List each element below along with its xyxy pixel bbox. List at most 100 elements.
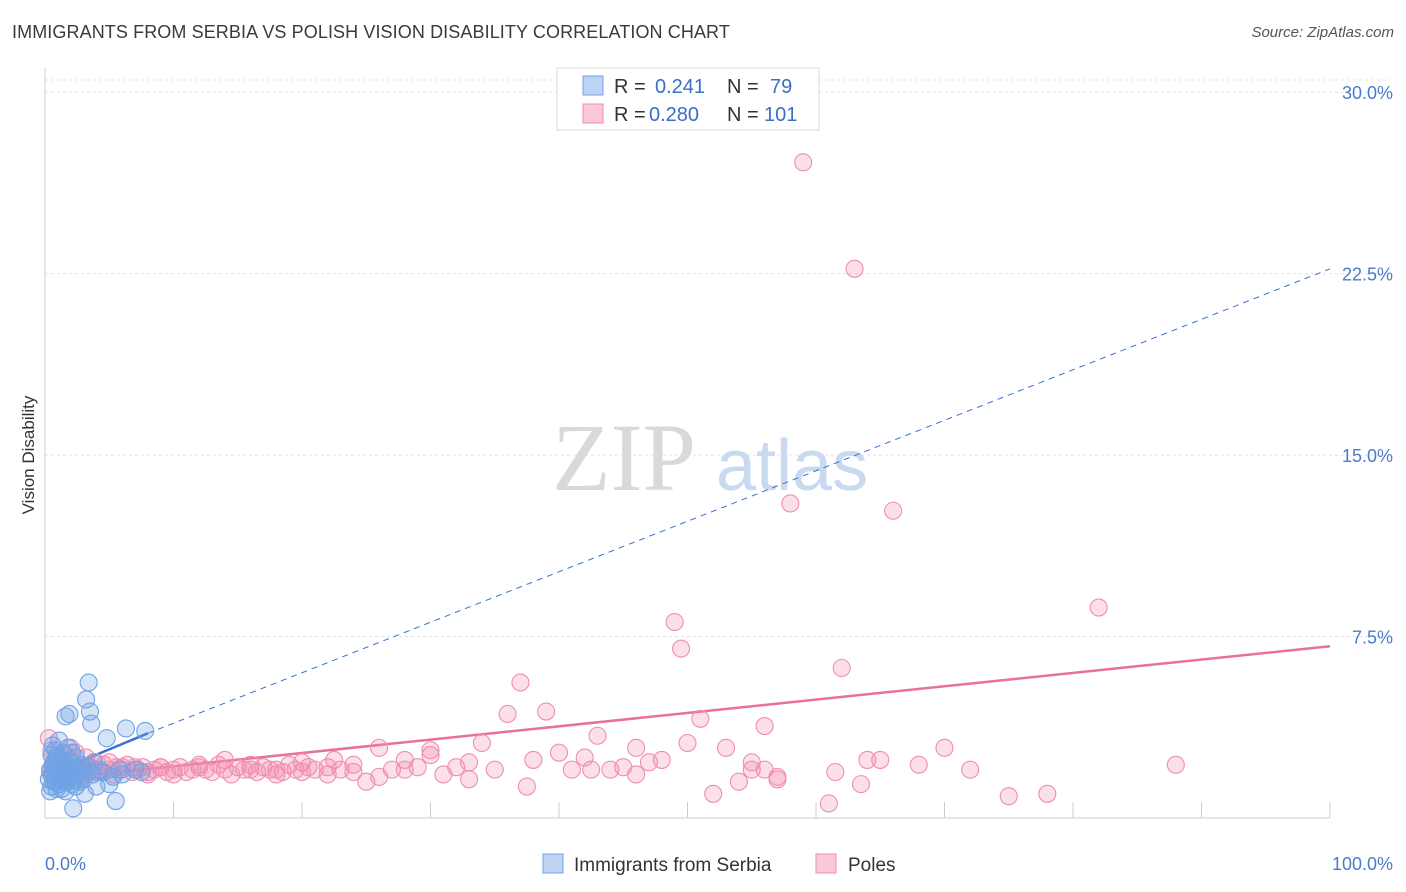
poles-point	[344, 762, 363, 782]
y-tick-label: 22.5%	[1342, 265, 1393, 285]
poles-point	[472, 733, 491, 753]
poles-trend-line	[48, 644, 1331, 781]
poles-point	[819, 794, 838, 813]
poles-point	[729, 772, 748, 791]
poles-point	[794, 153, 813, 172]
poles-r-label: R =	[614, 104, 646, 126]
serbia-point	[116, 719, 136, 738]
poles-point	[832, 658, 851, 678]
serbia-point	[46, 772, 65, 791]
serbia-point	[64, 799, 83, 818]
grid-lines	[45, 79, 1390, 638]
poles-point	[292, 753, 312, 772]
poles-point	[627, 765, 646, 784]
poles-point	[935, 738, 954, 757]
y-tick-label: 30.0%	[1342, 83, 1393, 103]
poles-point	[517, 777, 536, 796]
source-label: Source: ZipAtlas.com	[1251, 24, 1394, 41]
y-tick-label: 7.5%	[1352, 628, 1393, 648]
poles-point	[678, 733, 697, 753]
poles-n-label: N =	[727, 104, 759, 126]
poles-point	[421, 746, 440, 765]
poles-point	[241, 760, 260, 779]
poles-point	[672, 639, 691, 658]
poles-point	[344, 755, 363, 774]
axes	[44, 68, 1331, 819]
serbia-legend-swatch	[582, 75, 604, 96]
legend-serbia-label: Immigrants from Serbia	[574, 855, 772, 876]
poles-point	[370, 767, 389, 786]
poles-point	[267, 765, 286, 784]
serbia-point	[65, 770, 84, 789]
poles-point	[524, 750, 543, 769]
poles-point	[627, 738, 646, 757]
poles-point	[459, 770, 479, 789]
stats-legend: R = 0.241 N = 79 R = 0.280 N = 101	[556, 67, 820, 131]
poles-point	[318, 758, 337, 777]
poles-point	[858, 750, 877, 769]
poles-point	[768, 767, 787, 786]
y-tick-label: 15.0%	[1342, 446, 1393, 466]
serbia-point	[62, 743, 82, 762]
poles-point	[215, 750, 234, 769]
poles-point	[395, 760, 414, 779]
watermark-zip: ZIP	[552, 404, 696, 511]
poles-point	[652, 750, 671, 769]
serbia-point	[97, 729, 116, 748]
tick-labels: 7.5% 15.0% 22.5% 30.0% 0.0% 100.0%	[45, 83, 1393, 874]
poles-point	[325, 750, 344, 769]
poles-point	[845, 259, 864, 278]
poles-point	[781, 494, 800, 513]
legend-poles-label: Poles	[848, 855, 896, 876]
x-tick-label-min: 0.0%	[45, 854, 86, 874]
serbia-trend-extension	[147, 268, 1331, 734]
serbia-point	[66, 777, 85, 796]
poles-point	[755, 717, 774, 736]
poles-point	[511, 673, 530, 692]
serbia-point	[132, 762, 151, 782]
poles-point	[370, 738, 389, 757]
serbia-point	[75, 784, 94, 803]
poles-point	[871, 750, 890, 769]
poles-point	[961, 760, 980, 779]
poles-point	[498, 704, 517, 724]
x-tick-label-max: 100.0%	[1332, 854, 1393, 874]
serbia-point	[60, 704, 79, 724]
poles-point	[704, 784, 723, 803]
serbia-point	[82, 714, 101, 733]
serbia-point	[110, 760, 129, 779]
serbia-point	[79, 673, 98, 692]
poles-point	[421, 741, 440, 760]
serbia-r-label: R =	[614, 76, 646, 98]
y-axis-label: Vision Disability	[19, 395, 38, 514]
poles-points	[39, 153, 1185, 813]
serbia-point	[136, 721, 155, 740]
watermark-atlas: atlas	[716, 426, 868, 506]
legend-serbia-swatch	[542, 853, 564, 874]
serbia-point	[50, 731, 69, 750]
poles-point	[190, 755, 209, 774]
poles-point	[691, 709, 710, 728]
poles-point	[562, 760, 581, 779]
poles-point	[459, 753, 479, 772]
serbia-points	[39, 673, 155, 818]
legend-poles-swatch	[815, 853, 837, 874]
poles-n-value: 101	[764, 104, 797, 126]
watermark: ZIP atlas	[552, 404, 868, 511]
poles-legend-swatch	[582, 103, 604, 124]
poles-point	[1089, 598, 1108, 617]
serbia-point	[60, 760, 79, 779]
series-legend: Immigrants from Serbia Poles	[542, 853, 896, 876]
serbia-r-value: 0.241	[655, 76, 705, 98]
poles-point	[164, 765, 183, 784]
poles-point	[582, 760, 601, 779]
poles-point	[826, 762, 845, 782]
poles-point	[1166, 755, 1185, 774]
poles-r-value: 0.280	[649, 104, 699, 126]
serbia-n-label: N =	[727, 76, 759, 98]
poles-point	[588, 726, 607, 745]
serbia-point	[106, 792, 125, 811]
poles-point	[884, 501, 903, 520]
chart-title: IMMIGRANTS FROM SERBIA VS POLISH VISION …	[12, 22, 730, 42]
